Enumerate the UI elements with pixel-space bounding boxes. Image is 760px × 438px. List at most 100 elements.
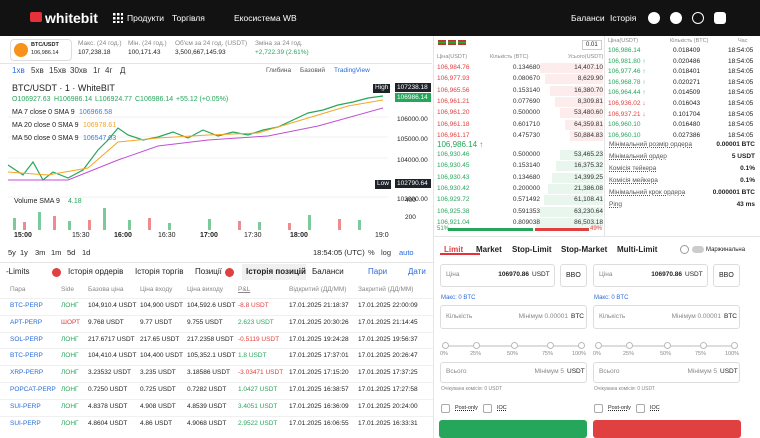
range[interactable]: 1m — [51, 248, 62, 257]
slider-dot[interactable] — [577, 342, 585, 349]
view-tab[interactable]: Глибина — [266, 67, 292, 74]
bid-cell: 86,503.18 — [574, 218, 603, 226]
bottom-tab[interactable]: -Limits — [6, 267, 30, 276]
view-tab[interactable]: Базовий — [300, 67, 326, 74]
order-tab[interactable]: Market — [476, 245, 502, 254]
bottom-tab[interactable]: Історія позицій — [246, 267, 306, 276]
interval[interactable]: 5хв — [31, 66, 44, 75]
total-input[interactable] — [593, 362, 740, 383]
cell: -8.8 USDT — [238, 302, 269, 309]
bbo-label[interactable]: BBO — [719, 272, 734, 279]
bottom-tab[interactable]: Історія ордерів — [68, 267, 124, 276]
bottom-tab[interactable]: Історія торгів — [135, 267, 184, 276]
slider-dot[interactable] — [700, 342, 708, 349]
step-select[interactable]: 0.01 — [582, 40, 602, 50]
checkbox[interactable] — [483, 404, 492, 413]
bid-cell: 0.200000 — [512, 184, 540, 192]
nav-link[interactable]: Торгівля — [172, 13, 205, 23]
qty-input[interactable] — [593, 305, 740, 329]
checkbox[interactable] — [636, 404, 645, 413]
depth-bar — [550, 85, 603, 96]
info-value: 0.1% — [740, 177, 755, 184]
row-divider — [0, 348, 433, 350]
bottom-tab[interactable]: Позиції — [195, 267, 222, 276]
slider-dot[interactable] — [547, 342, 555, 349]
slider-label: 0% — [440, 351, 448, 357]
order-tab[interactable]: Stop-Limit — [512, 245, 552, 254]
price-input[interactable] — [440, 264, 555, 287]
view-tab[interactable]: TradingView — [334, 67, 370, 74]
bid-cell: 14,399.25 — [574, 173, 603, 181]
interval[interactable]: 30хв — [70, 66, 88, 75]
bbo-button[interactable] — [713, 264, 740, 287]
chart-option[interactable]: auto — [399, 248, 414, 257]
slider-dot[interactable] — [511, 342, 518, 349]
slider-dot[interactable] — [472, 342, 480, 349]
range[interactable]: 5d — [67, 248, 76, 257]
badge — [52, 268, 61, 277]
buy-button[interactable] — [439, 420, 587, 438]
slider-dot[interactable] — [664, 342, 671, 349]
row-divider — [0, 415, 433, 417]
cell: ЛОНГ — [61, 419, 79, 427]
interval[interactable]: 4г — [105, 66, 113, 75]
stat-label: Мін. (24 год.) — [128, 40, 167, 47]
depth-bar — [545, 74, 603, 85]
layout-icon[interactable] — [438, 40, 446, 45]
cell: 17.01.2025 17:27:58 — [358, 386, 418, 393]
interval[interactable]: Д — [120, 66, 126, 75]
slider-dot[interactable] — [442, 342, 449, 349]
slider-label: 75% — [695, 351, 707, 357]
qty-input[interactable] — [440, 305, 587, 329]
slider-dot[interactable] — [625, 342, 633, 349]
filter[interactable]: Дати — [408, 267, 426, 276]
bid-cell: 106,930.42 — [437, 184, 470, 192]
margin-toggle[interactable] — [692, 246, 704, 253]
profile-icon[interactable] — [648, 12, 660, 24]
bbo-label[interactable]: BBO — [566, 272, 581, 279]
checkbox[interactable] — [594, 404, 603, 413]
range[interactable]: 5y — [8, 248, 16, 257]
nav-link[interactable]: Екосистема WB — [234, 13, 297, 23]
row-divider — [0, 314, 433, 316]
help-icon[interactable] — [680, 245, 689, 254]
bbo-button[interactable] — [560, 264, 587, 287]
interval[interactable]: 1хв — [12, 66, 25, 75]
order-tab[interactable]: Limit — [444, 245, 464, 254]
order-tab[interactable]: Multi-Limit — [617, 245, 658, 254]
ma-label: MA 7 close 0 SMA 9 — [12, 109, 75, 116]
order-tab[interactable]: Stop-Market — [561, 245, 608, 254]
nav-link[interactable]: Баланси — [571, 13, 605, 23]
filter[interactable]: Пари — [368, 267, 388, 276]
trade-amount: 0.014509 — [673, 89, 701, 97]
slider-dot[interactable] — [730, 342, 738, 349]
range[interactable]: 1d — [82, 248, 91, 257]
range[interactable]: 1y — [20, 248, 28, 257]
ask-cell: 8,309.81 — [577, 97, 603, 105]
bottom-tab[interactable]: Баланси — [312, 267, 344, 276]
time-tick: 17:00 — [200, 232, 218, 239]
depth-bar — [548, 183, 603, 194]
interval[interactable]: 1г — [93, 66, 101, 75]
chat-icon[interactable] — [670, 12, 682, 24]
sell-button[interactable] — [593, 420, 741, 438]
settings-icon[interactable] — [714, 12, 726, 24]
layout-icon[interactable] — [448, 40, 456, 45]
total-input[interactable] — [440, 362, 587, 383]
chart-option[interactable]: % — [368, 248, 375, 257]
chart-option[interactable]: log — [381, 248, 392, 257]
ask-cell: 53,480.60 — [574, 109, 603, 117]
price-value: 106970.86 — [651, 271, 682, 278]
range[interactable]: 3m — [35, 248, 46, 257]
nav-link[interactable]: Продукти — [127, 13, 165, 23]
price-input[interactable] — [593, 264, 708, 287]
interval[interactable]: 15хв — [49, 66, 67, 75]
divider — [433, 36, 434, 438]
info-icon[interactable] — [692, 12, 704, 24]
layout-icon[interactable] — [458, 40, 466, 45]
pair-selector[interactable] — [10, 39, 72, 61]
checkbox[interactable] — [441, 404, 450, 413]
bid-cell: 63,230.64 — [574, 207, 603, 215]
slider-dot[interactable] — [595, 342, 602, 349]
nav-link[interactable]: Історія — [610, 13, 637, 23]
